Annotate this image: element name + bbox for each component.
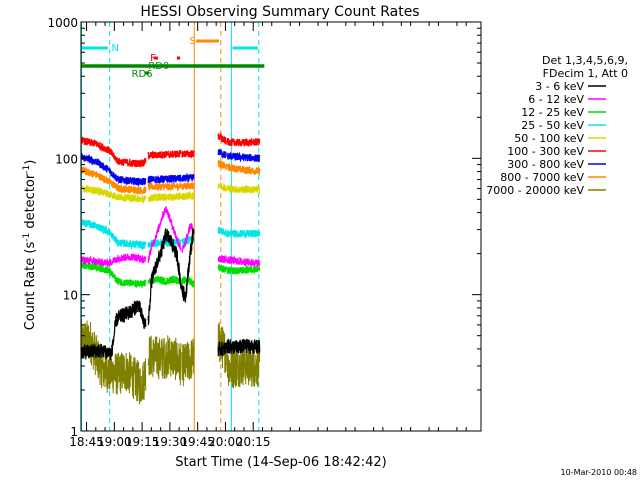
x-axis-label: Start Time (14-Sep-06 18:42:42) bbox=[175, 455, 386, 470]
legend-label-25-50-kev: 25 - 50 keV bbox=[521, 119, 584, 132]
x-tick-label: 19:45 bbox=[180, 435, 215, 449]
y-tick-label: 10 bbox=[63, 289, 78, 303]
series-7000-20000-kev bbox=[80, 320, 261, 405]
legend-label-3-6-kev: 3 - 6 keV bbox=[535, 80, 584, 93]
flag-label-rd6: RD6 bbox=[132, 69, 153, 80]
flag-label-s: S bbox=[189, 36, 195, 47]
x-tick-label: 19:00 bbox=[97, 435, 132, 449]
legend-label-100-300-kev: 100 - 300 keV bbox=[507, 145, 584, 158]
legend-header-line: Det 1,3,4,5,6,9, bbox=[542, 54, 628, 67]
legend-label-6-12-kev: 6 - 12 keV bbox=[528, 93, 584, 106]
legend-label-300-800-kev: 300 - 800 keV bbox=[507, 158, 584, 171]
chart-title: HESSI Observing Summary Count Rates bbox=[140, 4, 419, 20]
legend-label-7000-20000-kev: 7000 - 20000 keV bbox=[486, 184, 584, 197]
legend-label-50-100-kev: 50 - 100 keV bbox=[514, 132, 584, 145]
series-6-12-kev bbox=[80, 206, 261, 269]
series-800-7000-kev bbox=[80, 160, 261, 195]
series-group bbox=[80, 131, 261, 405]
legend-label-12-25-kev: 12 - 25 keV bbox=[521, 106, 584, 119]
flag-label-f: F bbox=[150, 53, 156, 64]
x-tick-label: 20:15 bbox=[236, 435, 271, 449]
legend: Det 1,3,4,5,6,9,FDecim 1, Att 03 - 6 keV… bbox=[486, 54, 628, 197]
legend-label-800-7000-kev: 800 - 7000 keV bbox=[500, 171, 584, 184]
y-tick-label: 1 bbox=[70, 425, 78, 439]
flag-label-rd0: RD0 bbox=[148, 61, 169, 72]
series-3-6-kev bbox=[80, 228, 261, 361]
y-tick-label: 1000 bbox=[47, 16, 78, 30]
x-tick-label: 20:00 bbox=[208, 435, 243, 449]
x-tick-label: 18:45 bbox=[69, 435, 104, 449]
series-100-300-kev bbox=[80, 131, 261, 168]
x-tick-label: 19:15 bbox=[125, 435, 160, 449]
series-300-800-kev bbox=[80, 148, 261, 188]
x-tick-label: 19:30 bbox=[153, 435, 188, 449]
legend-header-line: FDecim 1, Att 0 bbox=[543, 67, 628, 80]
series-50-100-kev bbox=[80, 182, 261, 204]
y-axis-label: Count Rate (s-1 detector-1) bbox=[22, 160, 38, 331]
flag-label-n: N bbox=[112, 43, 119, 54]
footer-timestamp: 10-Mar-2010 00:48 bbox=[561, 468, 638, 477]
plot-frame bbox=[80, 21, 482, 432]
y-tick-label: 100 bbox=[55, 152, 78, 166]
